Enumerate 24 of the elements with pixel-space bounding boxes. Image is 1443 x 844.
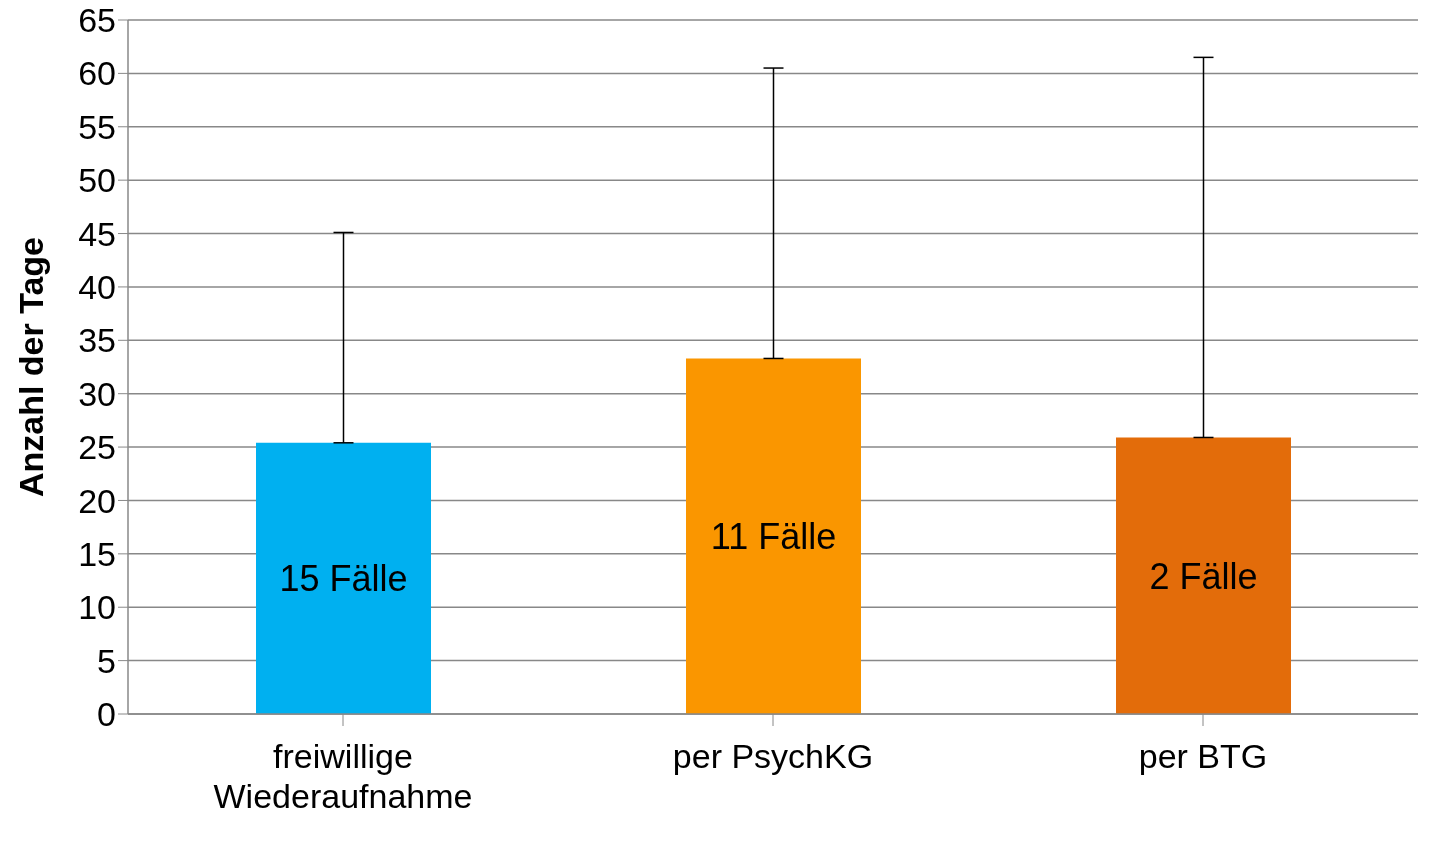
y-tick-label: 0	[97, 695, 116, 734]
y-tick-label: 45	[78, 214, 116, 253]
y-tick-label: 20	[78, 481, 116, 520]
y-tick-label: 50	[78, 161, 116, 200]
y-tick-label: 35	[78, 321, 116, 360]
x-tick-label: per PsychKG	[672, 737, 874, 775]
x-tick-label: per BTG	[1138, 737, 1268, 775]
annotation: 2 Fälle	[1149, 555, 1258, 597]
bar	[256, 442, 431, 714]
y-tick-label: 5	[97, 641, 116, 680]
bar	[686, 358, 861, 714]
y-tick-label: 10	[78, 588, 116, 627]
y-axis-title: Anzahl der Tage	[12, 236, 51, 498]
x-tick-label: freiwillige Wiederaufnahme	[213, 737, 473, 815]
bar	[1116, 437, 1291, 714]
y-tick-label: 30	[78, 374, 116, 413]
y-tick-label: 25	[78, 428, 116, 467]
y-tick-label: 15	[78, 534, 116, 573]
y-tick-label: 65	[78, 1, 116, 40]
y-tick-label: 55	[78, 107, 116, 146]
annotation: 11 Fälle	[710, 516, 837, 558]
y-tick-label: 40	[78, 267, 116, 306]
y-tick-label: 60	[78, 54, 116, 93]
annotation: 15 Fälle	[279, 558, 408, 600]
